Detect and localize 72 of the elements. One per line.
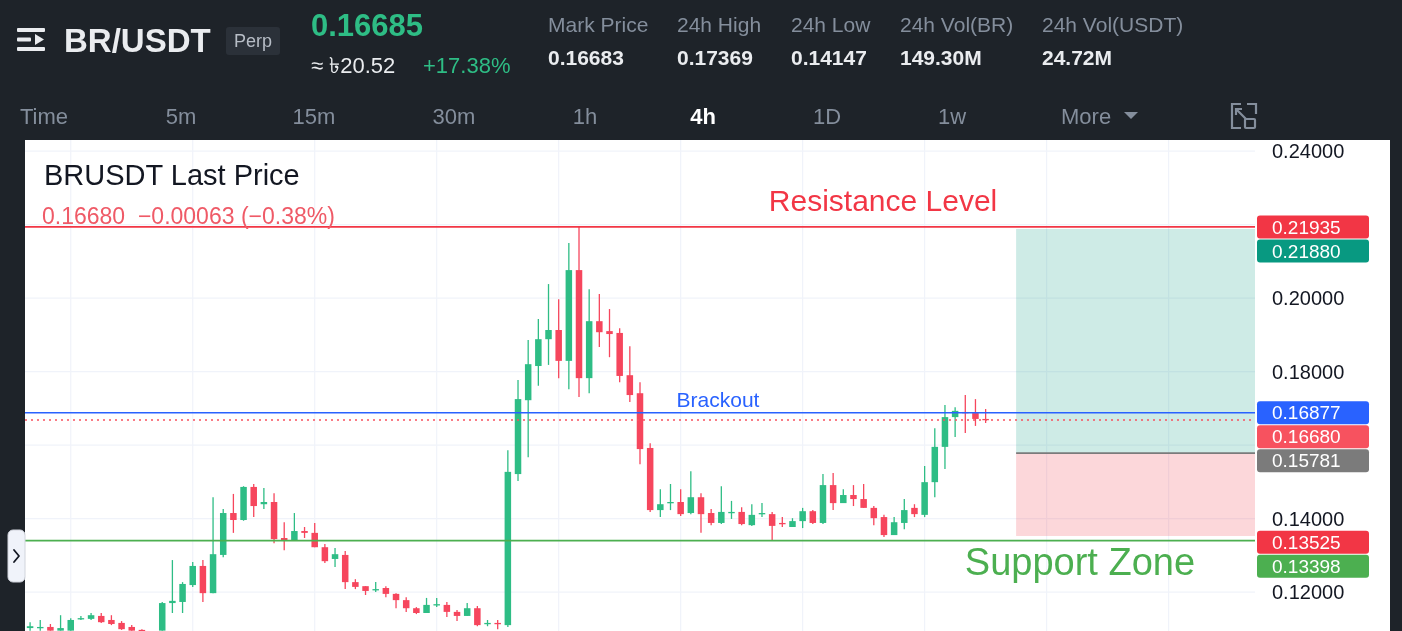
text: 0.16680 −0.00063 (−0.38%) [42,203,335,229]
candlestick [311,522,318,548]
ref-line-label: 0.16680 [1272,426,1341,448]
candlestick [250,483,257,518]
text: 0.16683 [548,46,624,69]
ref-line-label: 0.16877 [1272,402,1341,424]
candlestick [768,511,776,542]
candlestick [179,581,186,614]
ref-line-label: 0.21935 [1272,216,1341,238]
candlestick [606,308,613,358]
candlestick [291,512,298,542]
text: Perp [233,31,273,51]
candlestick [169,559,176,614]
candlestick [474,605,481,627]
candlestick [626,345,634,403]
candlestick [697,492,705,534]
candlestick [596,293,603,348]
ref-line-label: 0.15781 [1272,450,1341,472]
candlestick [453,609,461,622]
ref-line-label: 0.13398 [1272,555,1341,577]
text: Time [20,104,69,129]
candlestick [189,561,196,588]
text: 1D [812,104,842,129]
y-tick-label: 0.12000 [1272,581,1345,604]
text: 4h [690,104,716,129]
candlestick [687,470,695,515]
candlestick [799,507,806,529]
candlestick [718,485,725,525]
candlestick [26,621,34,631]
text: 24h Low [791,13,872,36]
annotation: Resistance Level [768,183,998,217]
candlestick [321,543,329,564]
text: 24h High [677,13,762,36]
text: 149.30M [900,46,982,69]
candlestick [738,506,745,526]
text: 24.72M [1042,46,1113,69]
candlestick [545,283,552,366]
text: Mark Price [548,13,649,36]
y-tick-label: 0.20000 [1272,287,1345,310]
text: 24h Vol(USDT) [1042,13,1184,36]
candlestick [748,503,756,527]
text: 5m [165,104,197,129]
text: 1h [572,104,598,129]
y-tick-label: 0.18000 [1272,360,1345,383]
text: 24h Vol(BR) [900,13,1014,36]
text: 0.16685 [311,8,424,43]
text: BRUSDT Last Price [44,159,300,191]
text: BR/USDT [64,22,211,59]
annotation: Support Zone [964,540,1196,583]
text: +17.38% [423,53,511,78]
candlestick [230,493,237,534]
candlestick [677,488,684,517]
text: ≈ ৳20.52 [311,53,396,78]
candlestick [331,547,339,568]
text: 0.17369 [677,46,753,69]
candlestick [901,498,908,530]
y-tick-label: 0.14000 [1272,507,1345,530]
candlestick [829,472,837,511]
text: 0.14147 [791,46,867,69]
candlestick [657,488,664,518]
candlestick [870,505,878,526]
candlestick [850,484,857,507]
band-label: 0.21880 [1272,240,1341,262]
y-tick-label: 0.24000 [1272,140,1345,163]
text: More [1061,104,1112,129]
candlestick [880,514,888,538]
candlestick [860,483,867,509]
annotation: Brackout [676,387,760,411]
band-label: 0.13525 [1272,531,1341,553]
text: 15m [292,104,336,129]
text: 1w [937,104,967,129]
text: 30m [432,104,476,129]
